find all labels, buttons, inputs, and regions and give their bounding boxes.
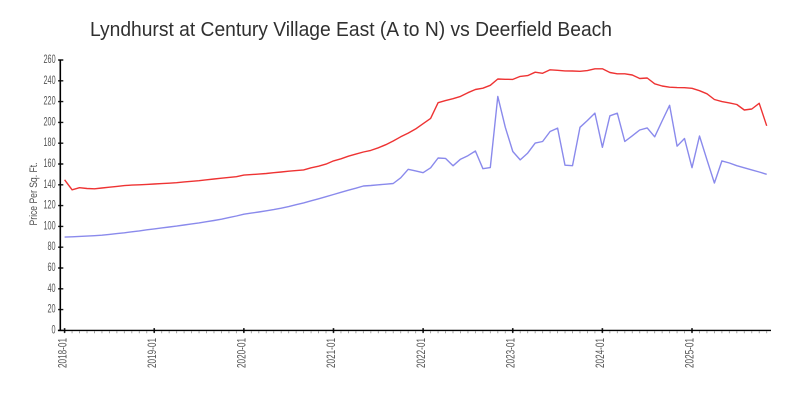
svg-text:2021-01: 2021-01	[324, 338, 338, 368]
svg-text:240: 240	[44, 73, 56, 87]
svg-text:40: 40	[48, 281, 56, 295]
svg-text:2020-01: 2020-01	[235, 338, 249, 368]
svg-text:2023-01: 2023-01	[504, 338, 518, 368]
svg-text:160: 160	[44, 156, 56, 170]
svg-text:2018-01: 2018-01	[55, 338, 69, 368]
svg-text:2022-01: 2022-01	[414, 338, 428, 368]
svg-text:220: 220	[44, 94, 56, 108]
svg-text:2024-01: 2024-01	[593, 338, 607, 368]
svg-text:2019-01: 2019-01	[145, 338, 159, 368]
svg-text:100: 100	[44, 218, 56, 232]
svg-text:80: 80	[48, 239, 56, 253]
svg-text:Price Per Sq. Ft.: Price Per Sq. Ft.	[28, 163, 40, 226]
svg-text:60: 60	[48, 260, 56, 274]
svg-text:260: 260	[44, 52, 56, 66]
svg-text:140: 140	[44, 177, 56, 191]
svg-text:2025-01: 2025-01	[683, 338, 697, 368]
svg-text:Lyndhurst at Century Village E: Lyndhurst at Century Village East (A to …	[90, 19, 612, 41]
svg-text:0: 0	[52, 322, 56, 336]
svg-text:180: 180	[44, 135, 56, 149]
svg-text:200: 200	[44, 114, 56, 128]
svg-text:20: 20	[48, 302, 56, 316]
svg-text:120: 120	[44, 198, 56, 212]
